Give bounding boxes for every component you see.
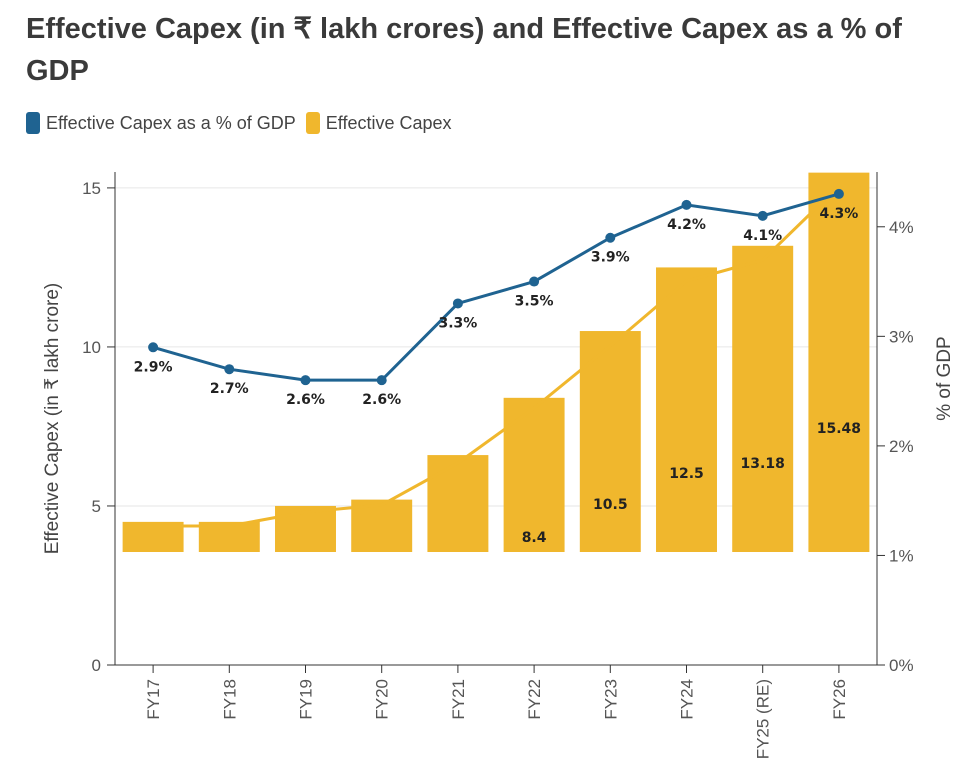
- legend-label-capex-gdp: Effective Capex as a % of GDP: [46, 112, 296, 133]
- gdp-pct-label-FY22: 3.5%: [515, 294, 554, 310]
- gdp-pct-point-FY23: [605, 232, 616, 243]
- bar-FY19: [275, 505, 336, 552]
- y2-axis-title: % of GDP: [934, 336, 955, 420]
- gdp-pct-label-FY19: 2.6%: [286, 392, 325, 408]
- y-tick-label-2: 10: [82, 338, 101, 357]
- x-tick-label-FY25 (RE): FY25 (RE): [754, 679, 773, 759]
- x-tick-label-FY23: FY23: [601, 679, 620, 720]
- gdp-pct-point-FY22: [529, 276, 540, 287]
- gdp-pct-point-FY26: [833, 188, 844, 199]
- legend-swatch-capex-gdp: [26, 112, 40, 134]
- gdp-pct-point-FY19: [300, 375, 311, 386]
- legend-item-capex[interactable]: Effective Capex: [305, 112, 452, 134]
- capex-trend-line: [153, 184, 840, 528]
- legend-swatch-capex: [305, 112, 320, 134]
- x-tick-label-FY22: FY22: [525, 679, 544, 720]
- bar-FY24: [656, 267, 717, 552]
- y2-tick-label-3: 3%: [889, 327, 914, 346]
- x-tick-label-FY20: FY20: [373, 679, 392, 720]
- bar-FY23: [579, 331, 641, 552]
- x-tick-label-FY19: FY19: [297, 679, 316, 720]
- bar-FY22: [503, 397, 565, 552]
- gdp-pct-point-FY24: [681, 199, 692, 210]
- gdp-pct-label-FY26: 4.3%: [819, 206, 858, 222]
- bar-label-FY23: 10.5: [593, 497, 628, 513]
- y-axis-title: Effective Capex (in ₹ lakh crore): [42, 283, 63, 555]
- gdp-pct-line: [152, 192, 840, 382]
- y-tick-label-1: 5: [92, 497, 101, 516]
- y2-tick-label-4: 4%: [889, 218, 914, 237]
- x-tick-label-FY21: FY21: [449, 679, 468, 720]
- bar-label-FY26: 15.48: [817, 421, 861, 437]
- legend-item-capex-gdp[interactable]: Effective Capex as a % of GDP: [26, 112, 296, 134]
- legend-label-capex: Effective Capex: [325, 112, 452, 133]
- y2-tick-label-2: 2%: [889, 437, 914, 456]
- gdp-pct-point-FY18: [224, 364, 235, 375]
- x-tick-label-FY26: FY26: [830, 679, 849, 720]
- gdp-pct-label-FY23: 3.9%: [591, 250, 630, 266]
- gdp-pct-label-FY24: 4.2%: [667, 217, 706, 233]
- gdp-pct-point-FY17: [148, 342, 159, 353]
- y2-tick-label-0: 0%: [889, 656, 914, 675]
- bar-label-FY22: 8.4: [522, 530, 547, 546]
- gdp-pct-label-FY21: 3.3%: [438, 315, 477, 331]
- x-tick-label-FY24: FY24: [678, 679, 697, 720]
- x-tick-label-FY17: FY17: [144, 679, 163, 720]
- legend: Effective Capex as a % of GDP Effective …: [26, 112, 462, 134]
- gdp-pct-label-FY18: 2.7%: [210, 381, 249, 397]
- x-tick-label-FY18: FY18: [220, 679, 239, 720]
- bar-label-FY24: 12.5: [669, 466, 704, 482]
- y-tick-label-3: 15: [82, 179, 101, 198]
- gdp-pct-point-FY20: [376, 375, 387, 386]
- bar-FY25 (RE): [732, 245, 794, 553]
- chart-title: Effective Capex (in ₹ lakh crores) and E…: [26, 13, 902, 87]
- bar-FY26: [808, 172, 870, 553]
- y-tick-label-0: 0: [92, 656, 101, 675]
- gdp-pct-label-FY20: 2.6%: [362, 392, 401, 408]
- gdp-pct-label-FY25 (RE): 4.1%: [743, 228, 782, 244]
- bar-label-FY25 (RE): 13.18: [741, 456, 785, 472]
- gdp-pct-point-FY21: [452, 298, 463, 309]
- bar-FY21: [427, 455, 489, 552]
- y2-tick-label-1: 1%: [889, 546, 914, 565]
- gdp-pct-label-FY17: 2.9%: [134, 359, 173, 375]
- gdp-pct-point-FY25 (RE): [757, 210, 768, 221]
